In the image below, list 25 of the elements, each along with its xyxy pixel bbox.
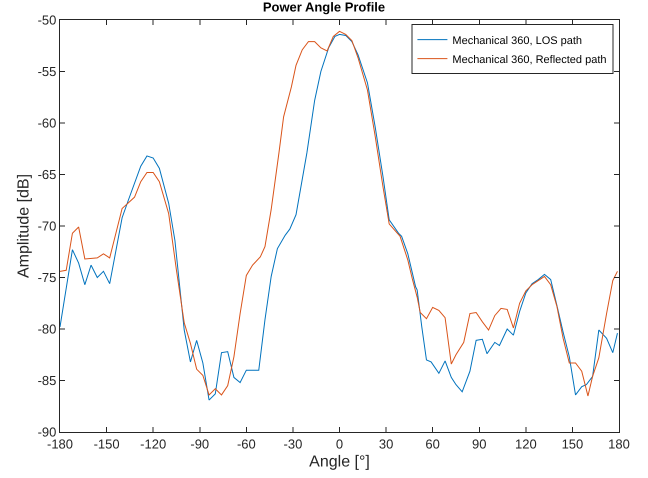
legend-label: Mechanical 360, LOS path	[452, 34, 582, 47]
legend-label: Mechanical 360, Reflected path	[452, 54, 607, 66]
x-axis-title: Angle [°]	[309, 453, 370, 470]
x-tick-label: -90	[190, 436, 210, 452]
y-tick-label: -50	[38, 12, 56, 28]
x-tick-label: 0	[336, 436, 344, 452]
x-tick-label: 150	[562, 436, 584, 452]
x-tick-label: -150	[94, 436, 120, 452]
x-tick-label: -120	[140, 436, 166, 452]
x-tick-label: -60	[236, 436, 256, 452]
y-tick-label: -70	[38, 218, 56, 234]
y-tick-label: -85	[38, 373, 56, 388]
y-axis-title: Amplitude [dB]	[16, 174, 33, 278]
y-tick-label: -60	[38, 116, 56, 131]
y-tick-label: -65	[38, 167, 56, 182]
y-tick-label: -75	[38, 270, 56, 286]
y-tick-label: -55	[38, 64, 56, 80]
x-tick-label: 120	[514, 436, 537, 452]
x-tick-label: 90	[472, 436, 486, 452]
x-tick-label: 180	[608, 436, 630, 452]
x-tick-label: 60	[425, 436, 440, 452]
chart-title: Power Angle Profile	[262, 0, 386, 14]
x-tick-label: 30	[378, 436, 394, 452]
y-tick-label: -80	[38, 322, 56, 337]
x-tick-label: -30	[284, 436, 302, 452]
